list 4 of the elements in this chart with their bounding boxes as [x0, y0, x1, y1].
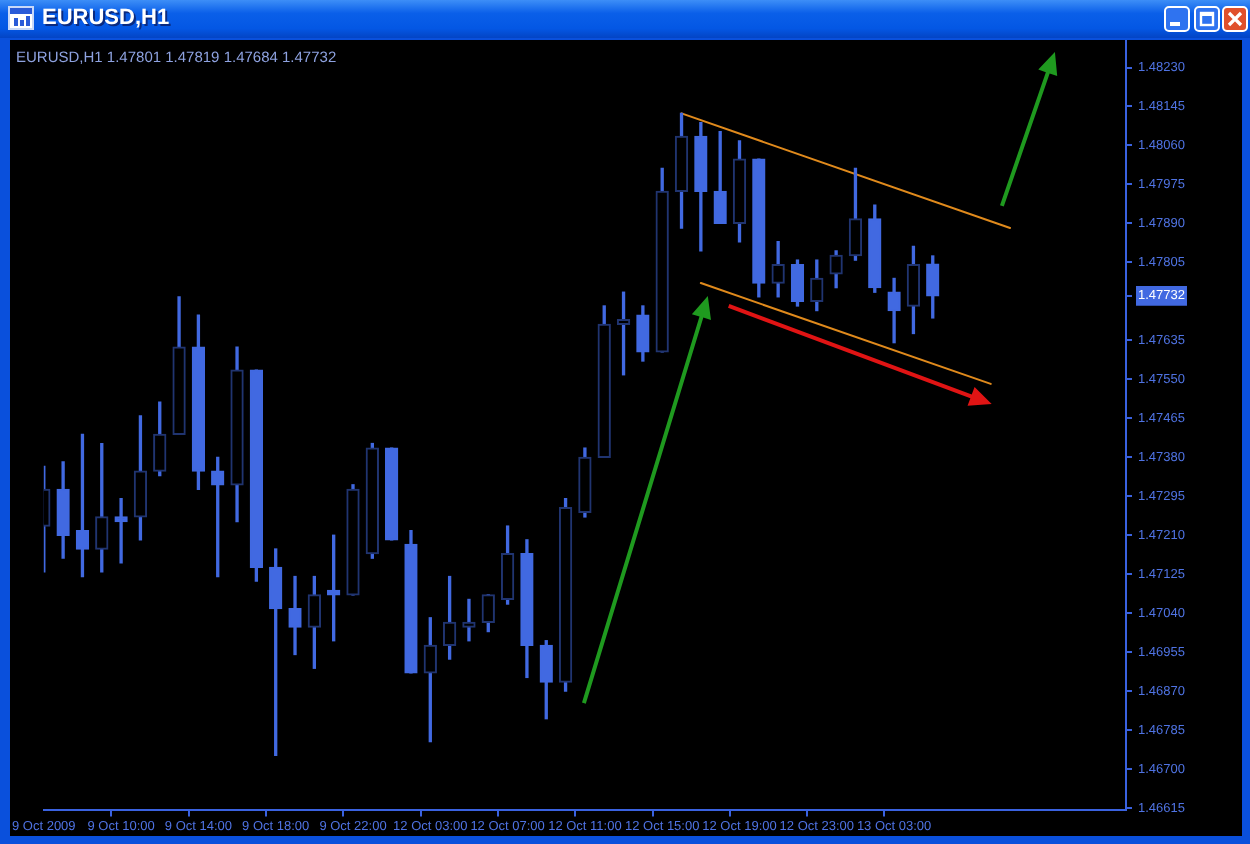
- candlestick: [462, 598, 476, 642]
- candlestick: [288, 575, 302, 656]
- candlestick: [114, 497, 128, 564]
- chart-title: EURUSD,H1: [42, 6, 170, 30]
